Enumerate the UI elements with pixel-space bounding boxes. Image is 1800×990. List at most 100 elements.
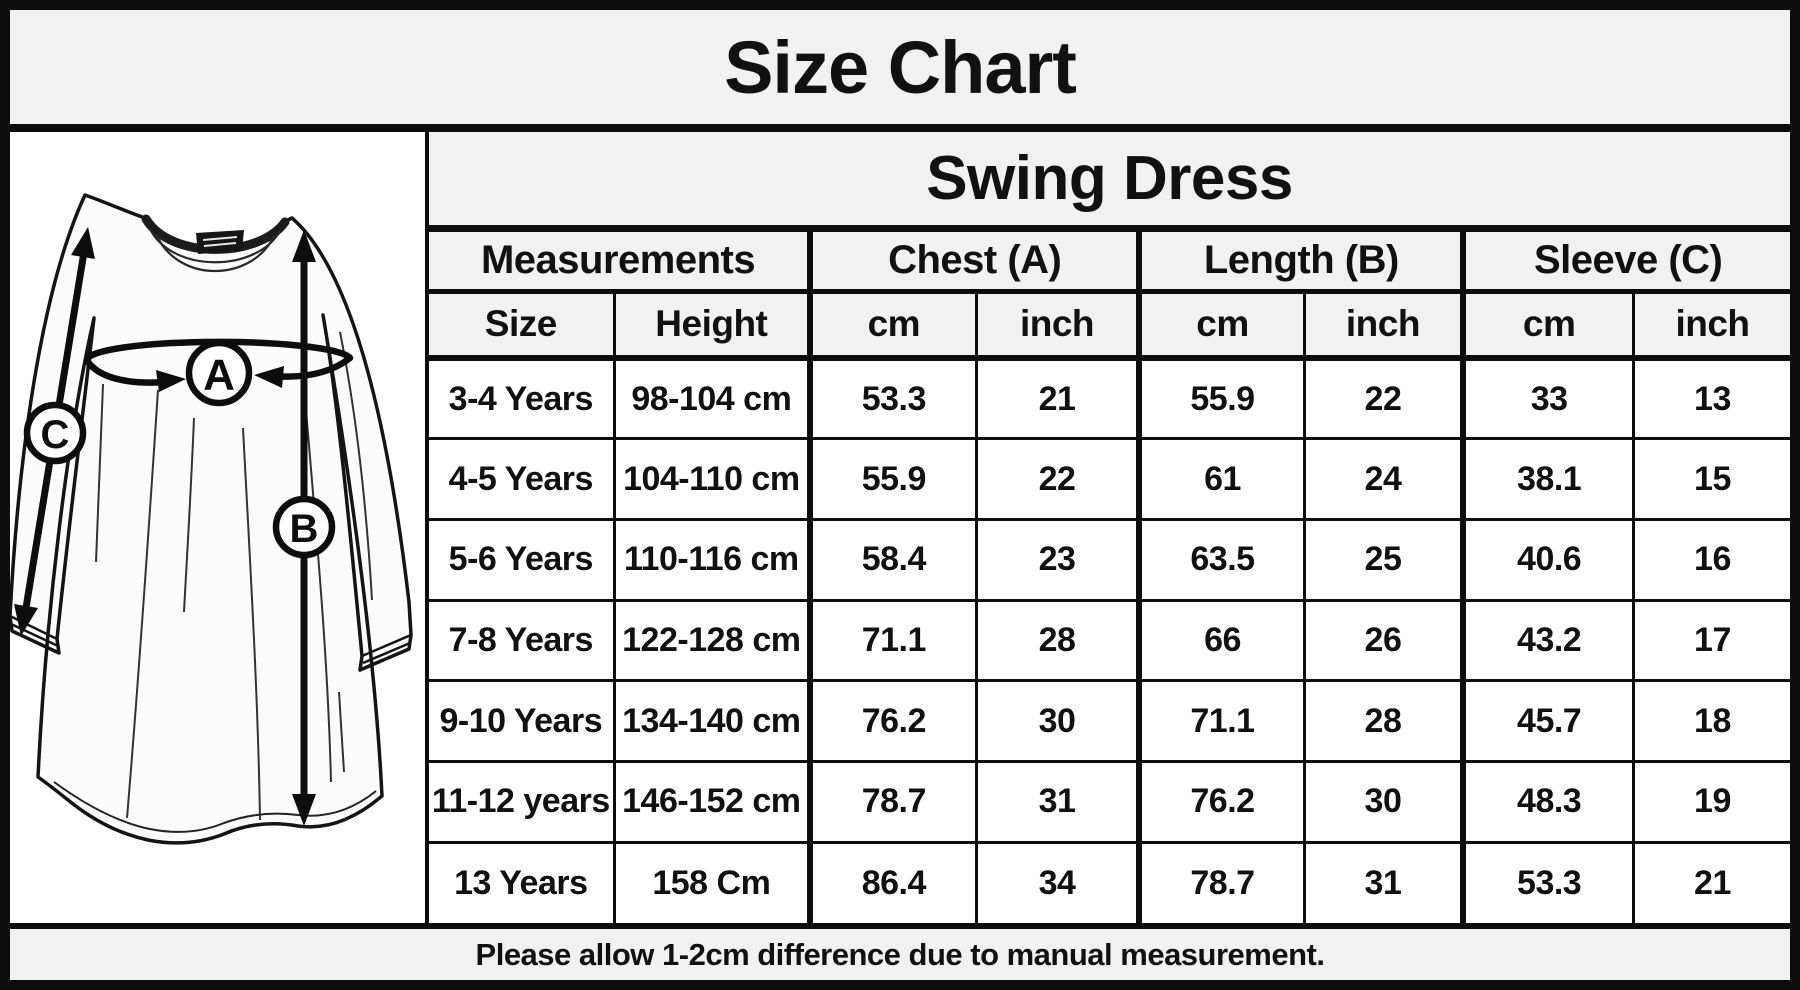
- product-header-row: Swing Dress: [429, 132, 1790, 232]
- sleeve-inch-cell: 21: [1631, 840, 1790, 923]
- length-cm-cell: 55.9: [1136, 356, 1306, 441]
- chest-cm-cell: 78.7: [807, 760, 978, 844]
- chest-arrowhead-right-icon: [156, 370, 186, 392]
- height-cell: 98-104 cm: [612, 356, 812, 441]
- size-cell: 4-5 Years: [429, 437, 616, 521]
- column-header-length-inch: inch: [1302, 289, 1465, 361]
- length-inch-cell: 30: [1302, 760, 1465, 844]
- column-group-row: Measurements Chest (A) Length (B) Sleeve…: [429, 226, 1790, 294]
- chest-cm-cell: 58.4: [807, 517, 978, 602]
- table-row: 4-5 Years 104-110 cm 55.9 22 61 24 38.1 …: [429, 437, 1790, 521]
- length-inch-cell: 24: [1302, 437, 1465, 521]
- height-cell: 110-116 cm: [612, 517, 812, 602]
- chest-inch-cell: 28: [974, 598, 1141, 683]
- table-row: 11-12 years 146-152 cm 78.7 31 76.2 30 4…: [429, 760, 1790, 844]
- chest-cm-cell: 76.2: [807, 679, 978, 764]
- brand-tag: [196, 230, 244, 254]
- length-cm-cell: 78.7: [1136, 840, 1306, 923]
- skirt-fold-lines: [95, 331, 373, 821]
- length-label-circle: [272, 495, 336, 559]
- size-cell: 11-12 years: [429, 760, 616, 844]
- length-inch-cell: 31: [1302, 840, 1465, 923]
- height-cell: 158 Cm: [612, 840, 812, 923]
- sleeve-label: C: [41, 413, 70, 457]
- chest-inch-cell: 31: [974, 760, 1141, 844]
- chest-cm-cell: 71.1: [807, 598, 978, 683]
- length-cm-cell: 61: [1136, 437, 1306, 521]
- group-header-chest: Chest (A): [807, 226, 1141, 294]
- size-cell: 5-6 Years: [429, 517, 616, 602]
- length-cm-cell: 76.2: [1136, 760, 1306, 844]
- title-bar: Size Chart: [10, 10, 1790, 132]
- height-cell: 122-128 cm: [612, 598, 812, 683]
- chest-inch-cell: 22: [974, 437, 1141, 521]
- sleeve-cm-cell: 38.1: [1460, 437, 1635, 521]
- length-label: B: [290, 507, 319, 551]
- sleeve-arrowhead-up-icon: [71, 227, 95, 259]
- length-cm-cell: 66: [1136, 598, 1306, 683]
- footer-note: Please allow 1-2cm difference due to man…: [475, 936, 1325, 972]
- chest-label: A: [203, 351, 235, 400]
- group-header-measurements: Measurements: [429, 226, 812, 294]
- sleeve-inch-cell: 16: [1631, 517, 1790, 602]
- length-cm-cell: 71.1: [1136, 679, 1306, 764]
- sleeve-label-circle: [23, 401, 87, 465]
- brand-tag-scribble: [202, 236, 238, 247]
- collar-inner-line: [149, 228, 281, 273]
- dress-outline: [10, 193, 413, 845]
- size-table: Swing Dress Measurements Chest (A) Lengt…: [429, 132, 1790, 923]
- sleeve-cm-cell: 45.7: [1460, 679, 1635, 764]
- sleeve-cm-cell: 43.2: [1460, 598, 1635, 683]
- sleeve-cm-cell: 40.6: [1460, 517, 1635, 602]
- product-title: Swing Dress: [429, 132, 1790, 232]
- length-cm-cell: 63.5: [1136, 517, 1306, 602]
- height-cell: 134-140 cm: [612, 679, 812, 764]
- column-header-length-cm: cm: [1136, 289, 1306, 361]
- length-inch-cell: 26: [1302, 598, 1465, 683]
- sleeve-cm-cell: 48.3: [1460, 760, 1635, 844]
- column-header-height: Height: [612, 289, 812, 361]
- size-cell: 9-10 Years: [429, 679, 616, 764]
- hem-inner-line: [53, 781, 377, 833]
- sleeve-cm-cell: 53.3: [1460, 840, 1635, 923]
- size-cell: 13 Years: [429, 840, 616, 923]
- height-cell: 146-152 cm: [612, 760, 812, 844]
- dress-illustration: A B C: [10, 193, 413, 845]
- right-cuff-lines: [361, 633, 412, 665]
- chest-inch-cell: 34: [974, 840, 1141, 923]
- dress-diagram-panel: A B C: [10, 132, 429, 923]
- chest-label-circle: [185, 339, 253, 407]
- length-arrowhead-down-icon: [292, 794, 316, 826]
- chest-cm-cell: 53.3: [807, 356, 978, 441]
- group-header-sleeve: Sleeve (C): [1460, 226, 1790, 294]
- chest-inch-cell: 21: [974, 356, 1141, 441]
- table-row: 7-8 Years 122-128 cm 71.1 28 66 26 43.2 …: [429, 598, 1790, 683]
- sleeve-cm-cell: 33: [1460, 356, 1635, 441]
- column-header-chest-inch: inch: [974, 289, 1141, 361]
- chest-cm-cell: 86.4: [807, 840, 978, 923]
- column-header-size: Size: [429, 289, 616, 361]
- column-header-row: Size Height cm inch cm inch cm inch: [429, 289, 1790, 361]
- content-area: A B C Swing Dress Measurements C: [10, 132, 1790, 923]
- length-inch-cell: 22: [1302, 356, 1465, 441]
- height-cell: 104-110 cm: [612, 437, 812, 521]
- table-row: 3-4 Years 98-104 cm 53.3 21 55.9 22 33 1…: [429, 356, 1790, 441]
- chest-cm-cell: 55.9: [807, 437, 978, 521]
- length-inch-cell: 28: [1302, 679, 1465, 764]
- length-arrowhead-up-icon: [292, 230, 316, 262]
- page-title: Size Chart: [724, 25, 1077, 109]
- size-cell: 3-4 Years: [429, 356, 616, 441]
- chest-inch-cell: 23: [974, 517, 1141, 602]
- footer-note-bar: Please allow 1-2cm difference due to man…: [10, 923, 1790, 980]
- column-header-sleeve-cm: cm: [1460, 289, 1635, 361]
- group-header-length: Length (B): [1136, 226, 1465, 294]
- sleeve-inch-cell: 19: [1631, 760, 1790, 844]
- sleeve-inch-cell: 13: [1631, 356, 1790, 441]
- table-row: 5-6 Years 110-116 cm 58.4 23 63.5 25 40.…: [429, 517, 1790, 602]
- length-inch-cell: 25: [1302, 517, 1465, 602]
- size-cell: 7-8 Years: [429, 598, 616, 683]
- table-row: 13 Years 158 Cm 86.4 34 78.7 31 53.3 21: [429, 840, 1790, 923]
- column-header-sleeve-inch: inch: [1631, 289, 1790, 361]
- column-header-chest-cm: cm: [807, 289, 978, 361]
